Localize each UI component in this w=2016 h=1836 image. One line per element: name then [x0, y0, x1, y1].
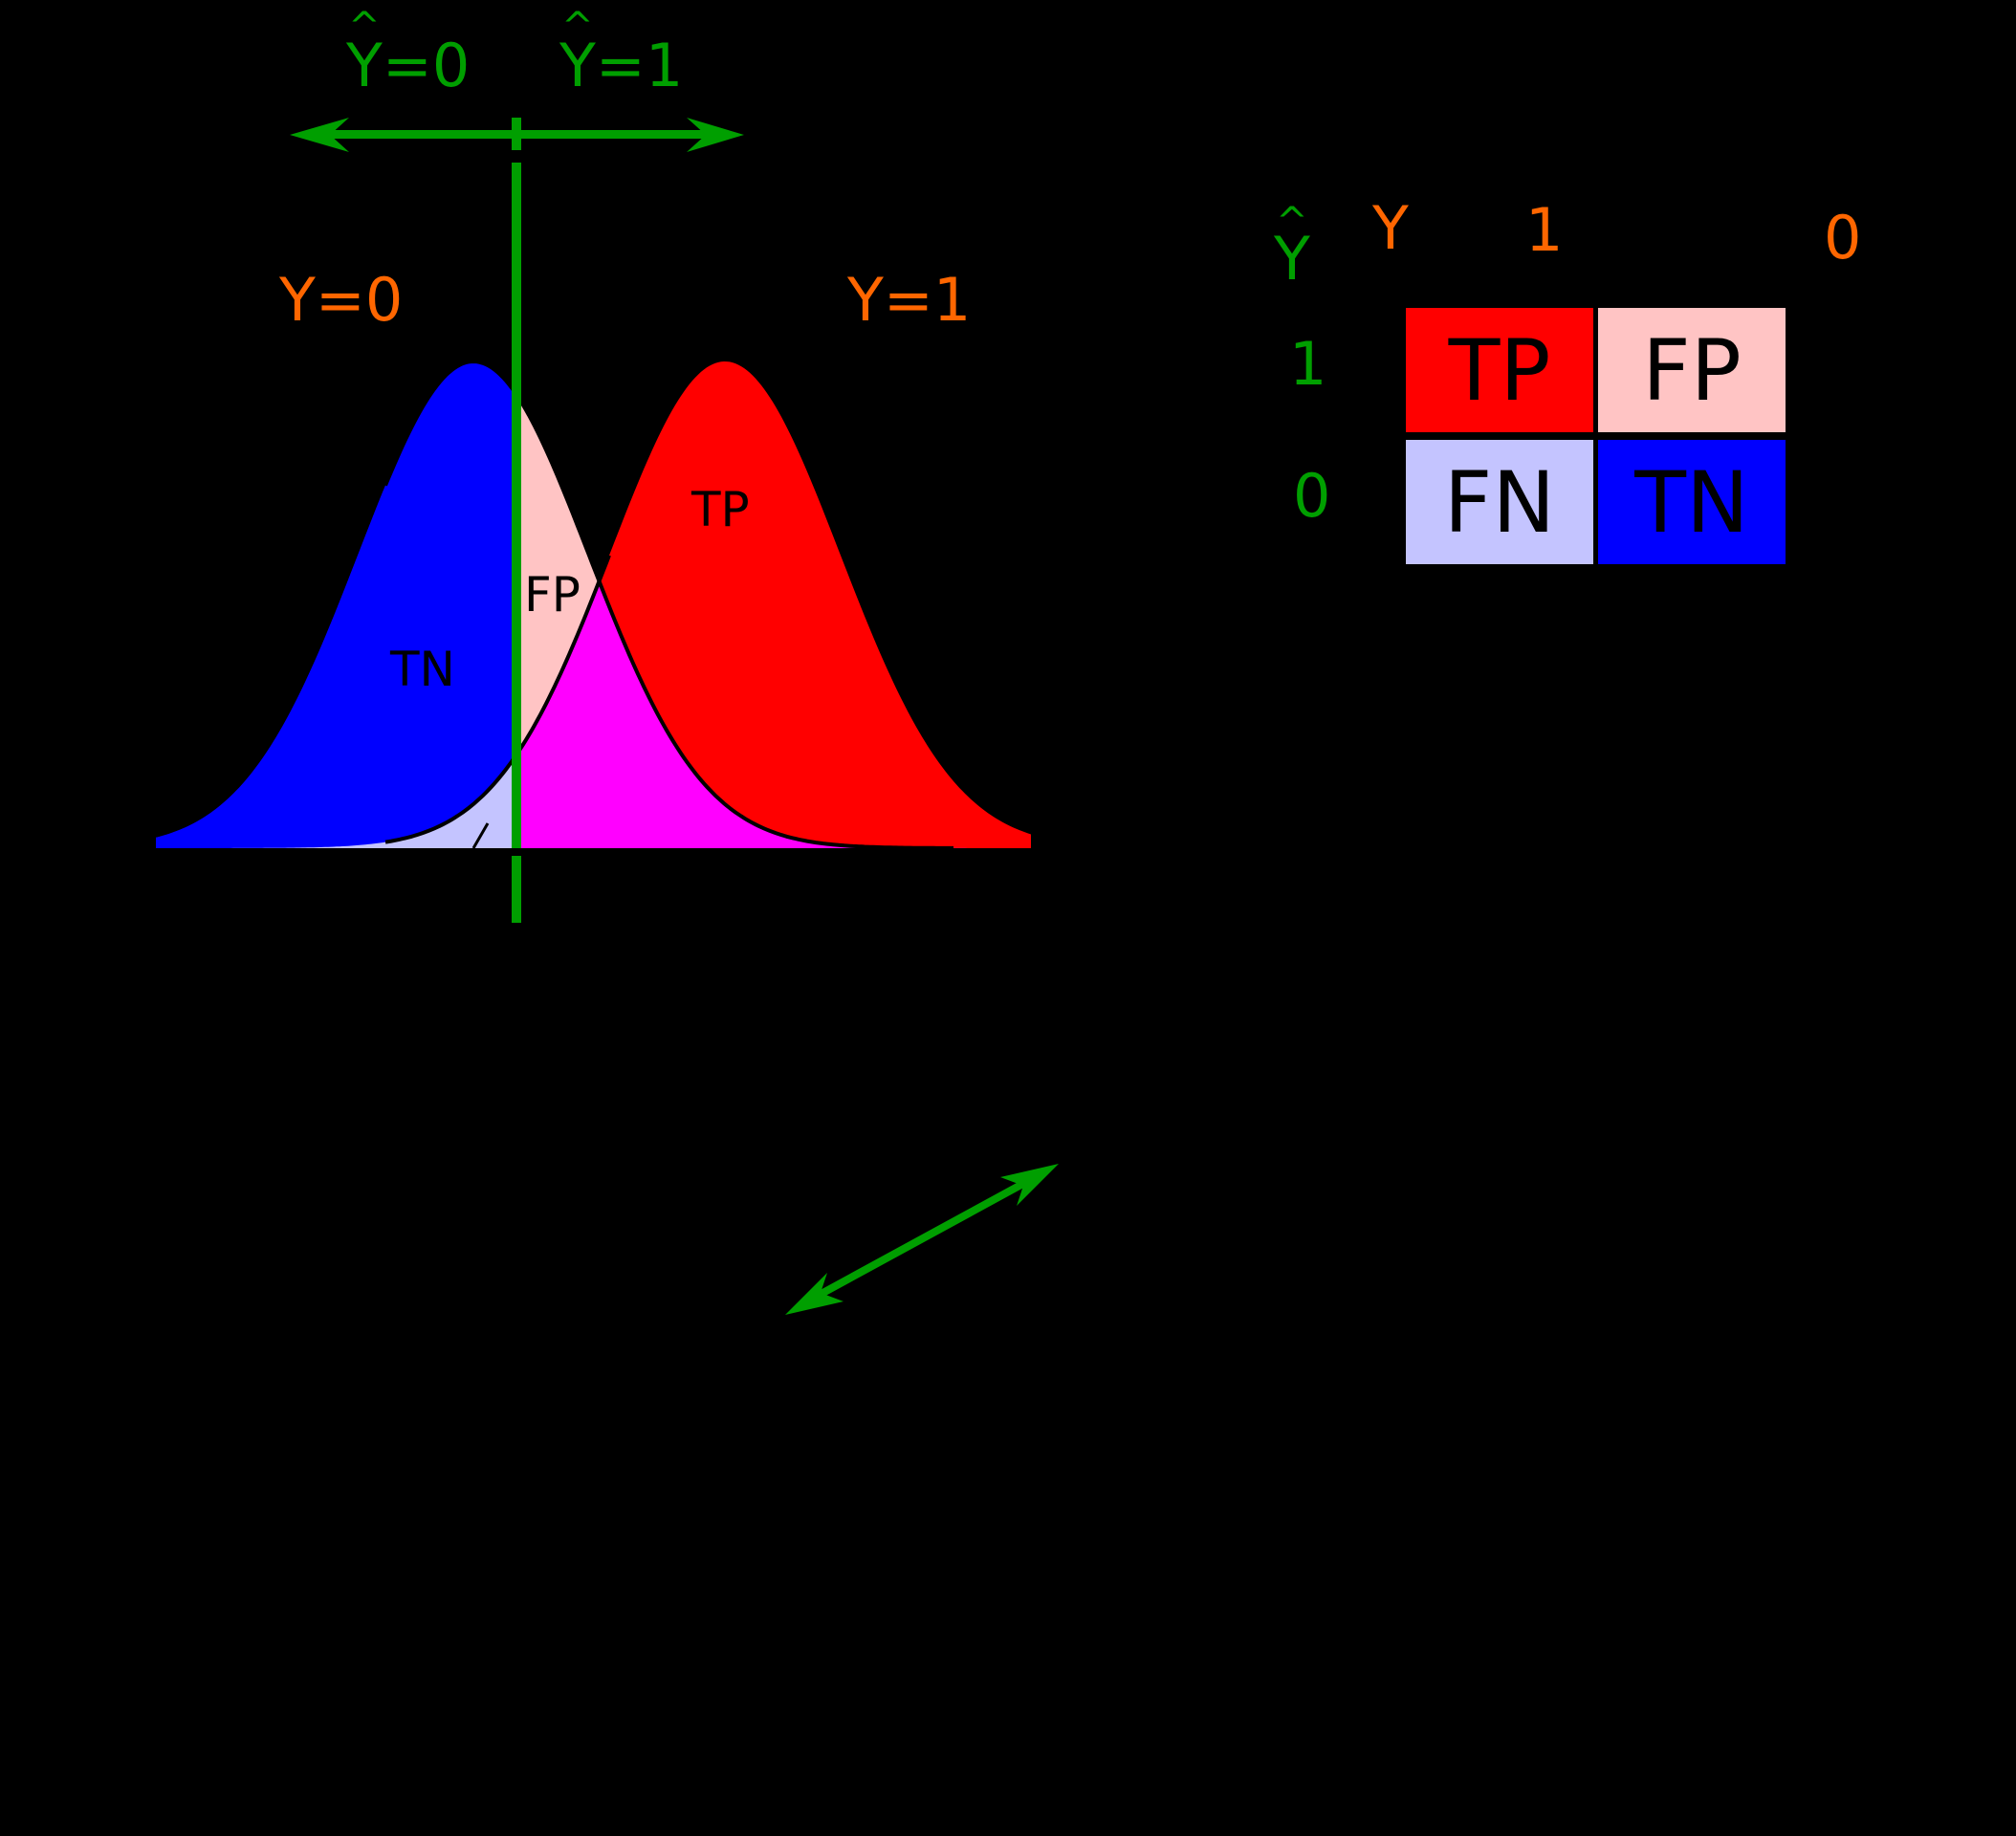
prediction-arrow	[290, 118, 744, 152]
column-header-0: 0	[1824, 203, 1862, 273]
negative-curve-outline	[383, 359, 953, 850]
cell-fn: FN	[1406, 440, 1593, 564]
label-suffix: =1	[595, 31, 684, 100]
y-symbol: Y	[1274, 224, 1310, 294]
predicted-axis-label: ^ Y	[1274, 203, 1310, 289]
hat-icon: ^	[561, 5, 594, 49]
confusion-matrix: ^ Y Y 1 0 1 0 TP FP FN TN	[1262, 182, 2016, 574]
positive-curve-outline	[384, 555, 611, 844]
cell-label: FP	[1642, 320, 1742, 420]
threshold-line-lower	[512, 856, 521, 923]
y-symbol: Y	[559, 31, 596, 100]
cell-tp: TP	[1406, 308, 1593, 432]
tn-region-overlay	[156, 361, 516, 848]
label-suffix: =0	[382, 31, 471, 100]
threshold-line	[512, 163, 521, 848]
row-header-1: 1	[1289, 329, 1327, 399]
overlap-region	[516, 584, 1031, 848]
column-header-1: 1	[1525, 195, 1564, 265]
y-symbol: Y	[346, 31, 383, 100]
tn-region-label: TN	[390, 642, 455, 697]
fn-pointer-line	[471, 822, 490, 849]
cell-tn: TN	[1598, 440, 1786, 564]
cell-label: TP	[1448, 320, 1551, 420]
actual-axis-label: Y	[1372, 193, 1409, 263]
positive-class-label: Y=1	[847, 265, 972, 335]
cell-fp: FP	[1598, 308, 1786, 432]
hat-icon: ^	[1276, 200, 1308, 244]
negative-class-label: Y=0	[279, 265, 404, 335]
cell-label: TN	[1634, 452, 1749, 552]
diagonal-arrow	[785, 1164, 1059, 1315]
tp-region-label: TP	[691, 482, 750, 537]
row-header-0: 0	[1293, 461, 1331, 531]
predicted-one-label: ^ Y =1	[559, 8, 683, 96]
cell-label: FN	[1443, 452, 1556, 552]
fp-region-label: FP	[524, 567, 581, 623]
hat-icon: ^	[348, 5, 381, 49]
predicted-zero-label: ^ Y =0	[346, 8, 470, 96]
